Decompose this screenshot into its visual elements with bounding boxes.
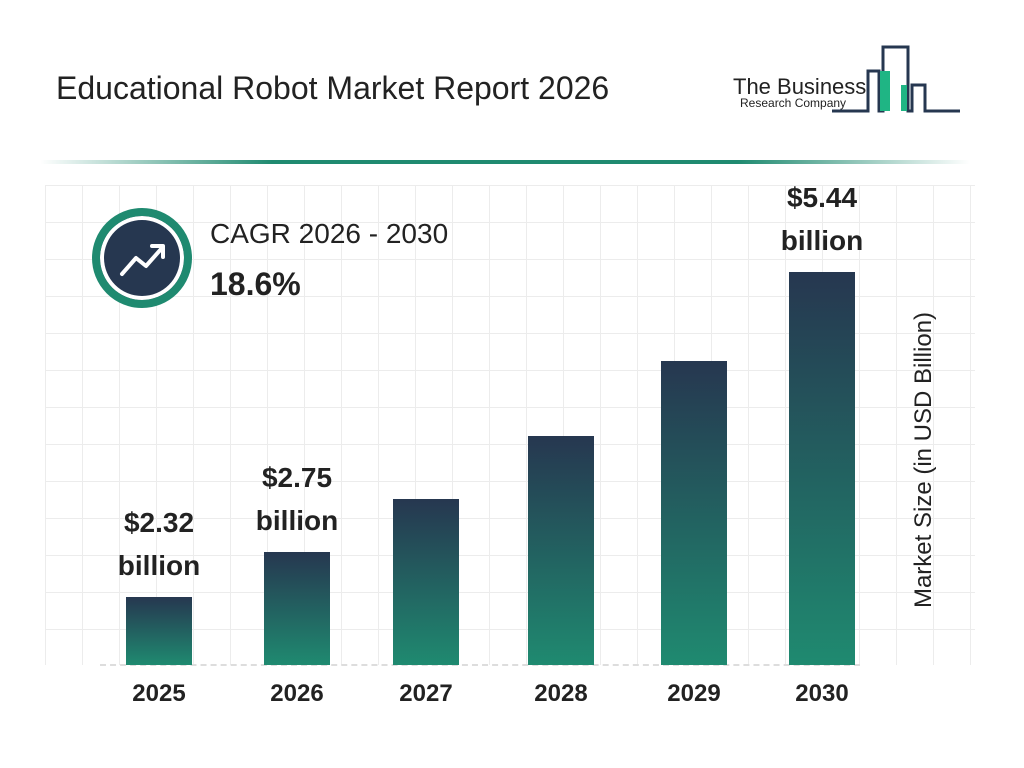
x-tick-label: 2025 bbox=[132, 680, 186, 707]
y-axis-label: Market Size (in USD Billion) bbox=[910, 311, 937, 609]
x-tick-label: 2026 bbox=[270, 680, 324, 707]
x-tick-label: 2028 bbox=[534, 680, 588, 707]
chart-baseline bbox=[100, 664, 860, 666]
cagr-label: CAGR 2026 - 2030 bbox=[210, 218, 449, 249]
logo-buildings-icon bbox=[832, 45, 960, 113]
bar-2028 bbox=[528, 435, 594, 665]
bar-2026 bbox=[264, 552, 330, 665]
trend-up-arrow-icon bbox=[120, 244, 165, 276]
cagr-badge bbox=[92, 208, 192, 308]
divider bbox=[40, 160, 970, 164]
cagr-value: 18.6% bbox=[210, 266, 301, 302]
data-label: $2.75 billion bbox=[255, 462, 339, 537]
data-label: $5.44 billion bbox=[780, 182, 864, 257]
logo-subtext: Research Company bbox=[740, 96, 847, 110]
logo-text: The Business bbox=[733, 74, 867, 99]
bar-2030 bbox=[789, 272, 855, 665]
bar-2029 bbox=[661, 360, 727, 665]
x-tick-label: 2027 bbox=[399, 680, 453, 707]
page-title: Educational Robot Market Report 2026 bbox=[56, 70, 610, 106]
company-logo bbox=[720, 40, 970, 120]
bar-2027 bbox=[393, 499, 459, 665]
x-tick-label: 2030 bbox=[795, 680, 849, 707]
x-tick-label: 2029 bbox=[667, 680, 721, 707]
bar-2025 bbox=[126, 597, 192, 665]
data-label: $2.32 billion bbox=[117, 507, 201, 582]
